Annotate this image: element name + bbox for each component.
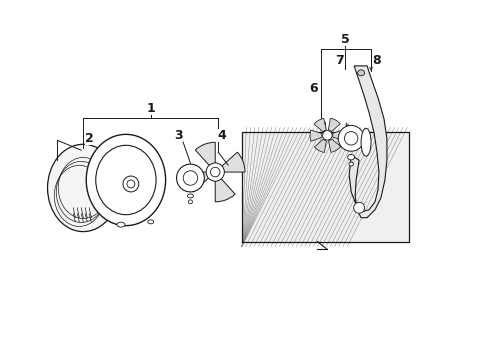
Polygon shape bbox=[242, 132, 409, 242]
Ellipse shape bbox=[358, 70, 365, 76]
Ellipse shape bbox=[86, 134, 166, 226]
Ellipse shape bbox=[117, 222, 125, 227]
Circle shape bbox=[123, 176, 139, 192]
Circle shape bbox=[183, 171, 197, 185]
Ellipse shape bbox=[48, 144, 119, 231]
Ellipse shape bbox=[148, 220, 154, 224]
Wedge shape bbox=[215, 178, 235, 202]
Text: 4: 4 bbox=[218, 129, 226, 142]
Text: 6: 6 bbox=[309, 82, 318, 95]
Wedge shape bbox=[310, 130, 322, 141]
Circle shape bbox=[211, 167, 220, 177]
Wedge shape bbox=[315, 139, 326, 152]
Text: 5: 5 bbox=[341, 33, 349, 46]
Ellipse shape bbox=[188, 194, 194, 198]
Ellipse shape bbox=[96, 145, 156, 215]
Circle shape bbox=[176, 164, 204, 192]
Circle shape bbox=[354, 202, 365, 213]
Ellipse shape bbox=[361, 129, 371, 156]
Circle shape bbox=[127, 180, 135, 188]
Circle shape bbox=[322, 131, 332, 140]
Wedge shape bbox=[328, 139, 341, 152]
Circle shape bbox=[344, 132, 358, 145]
Wedge shape bbox=[185, 172, 209, 192]
Ellipse shape bbox=[348, 154, 355, 160]
Ellipse shape bbox=[349, 162, 353, 166]
Wedge shape bbox=[333, 129, 345, 141]
Text: 7: 7 bbox=[335, 54, 343, 67]
Circle shape bbox=[206, 163, 224, 181]
Wedge shape bbox=[314, 118, 326, 132]
Text: 3: 3 bbox=[174, 129, 183, 142]
Wedge shape bbox=[196, 142, 215, 166]
Polygon shape bbox=[349, 66, 387, 218]
Wedge shape bbox=[328, 118, 340, 132]
Text: 8: 8 bbox=[373, 54, 381, 67]
Text: 2: 2 bbox=[85, 132, 94, 145]
Circle shape bbox=[338, 125, 364, 151]
Text: 1: 1 bbox=[147, 102, 155, 115]
Ellipse shape bbox=[189, 200, 193, 204]
Wedge shape bbox=[221, 152, 245, 172]
